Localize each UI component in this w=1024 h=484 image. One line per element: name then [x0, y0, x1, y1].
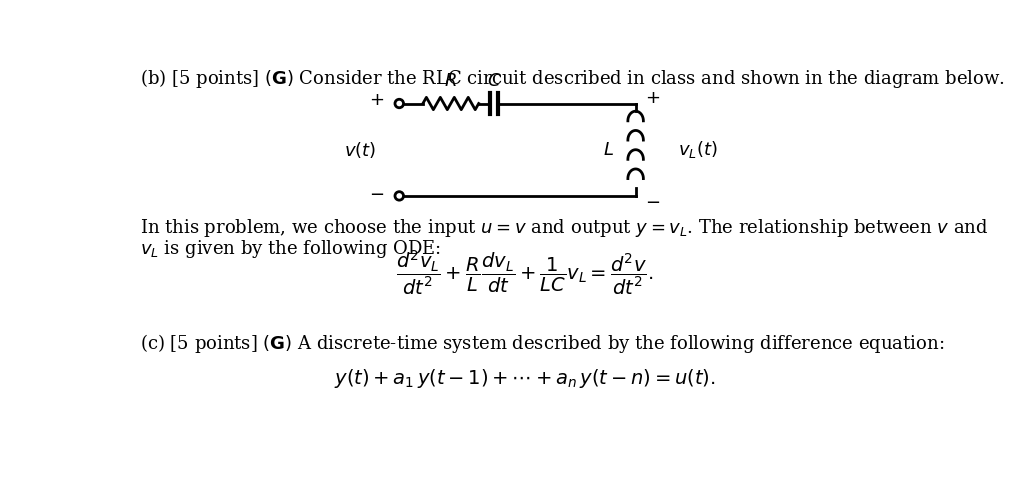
Text: $L$: $L$ [603, 141, 614, 159]
Text: $-$: $-$ [645, 192, 660, 210]
Text: $R$: $R$ [444, 72, 457, 90]
Text: $+$: $+$ [369, 91, 384, 109]
Text: $y(t) + a_1\,y(t-1) + \cdots + a_n\,y(t-n) = u(t).$: $y(t) + a_1\,y(t-1) + \cdots + a_n\,y(t-… [334, 367, 716, 390]
Text: $+$: $+$ [645, 90, 660, 107]
Text: $v_L(t)$: $v_L(t)$ [678, 139, 718, 160]
Text: $v_L$ is given by the following ODE:: $v_L$ is given by the following ODE: [139, 238, 440, 260]
Text: (b) [5 points] $(\mathbf{G})$ Consider the RLC circuit described in class and sh: (b) [5 points] $(\mathbf{G})$ Consider t… [139, 67, 1005, 91]
Text: In this problem, we choose the input $u = v$ and output $y = v_L$. The relations: In this problem, we choose the input $u … [139, 217, 988, 239]
Text: $C$: $C$ [487, 72, 502, 90]
Text: (c) [5 points] $(\mathbf{G})$ A discrete-time system described by the following : (c) [5 points] $(\mathbf{G})$ A discrete… [139, 332, 944, 355]
Text: $\dfrac{d^2v_L}{dt^2} + \dfrac{R}{L}\dfrac{dv_L}{dt} + \dfrac{1}{LC}v_L = \dfrac: $\dfrac{d^2v_L}{dt^2} + \dfrac{R}{L}\dfr… [396, 248, 653, 297]
Text: $v(t)$: $v(t)$ [344, 140, 376, 160]
Text: $-$: $-$ [369, 184, 384, 202]
